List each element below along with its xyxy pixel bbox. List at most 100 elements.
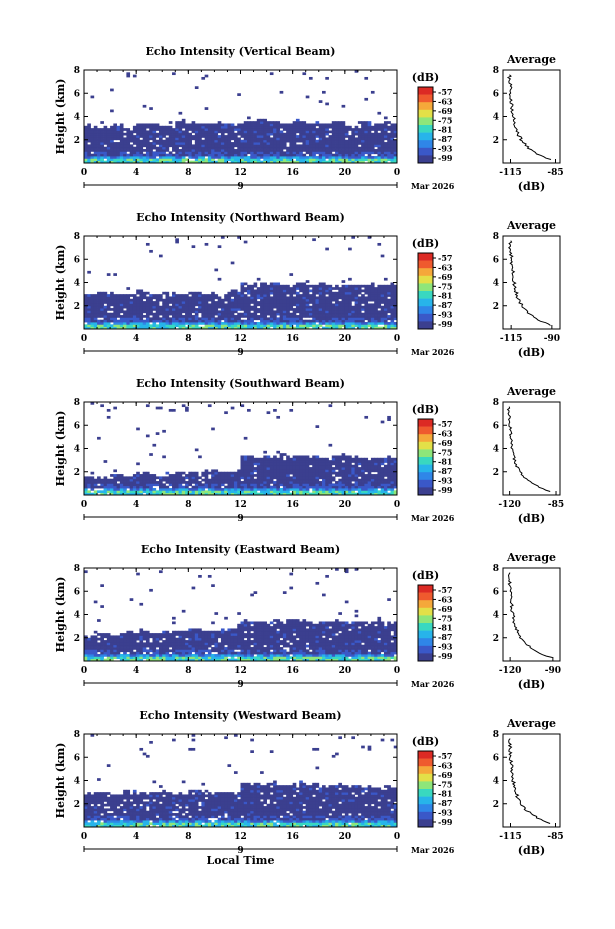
heatmap-cell (123, 315, 127, 318)
heatmap-cell (302, 464, 307, 468)
heatmap-cell (370, 488, 375, 491)
heatmap-cell (305, 142, 310, 145)
heatmap-cell (211, 301, 215, 304)
heatmap-cell (292, 326, 297, 330)
heatmap-cell (224, 151, 228, 155)
heatmap-cell (100, 490, 104, 494)
heatmap-cell (390, 319, 395, 323)
heatmap-cell (348, 457, 352, 461)
heatmap-cell (331, 467, 336, 470)
heatmap-cell (175, 128, 179, 131)
heatmap-cell (387, 289, 391, 293)
heatmap-cell (325, 301, 329, 304)
heatmap-cell (354, 146, 359, 150)
average-y-tick-label: 8 (493, 232, 499, 242)
heatmap-cell (211, 123, 215, 127)
heatmap-cell (279, 324, 284, 328)
heatmap-cell (276, 305, 281, 309)
heatmap-cell (344, 301, 349, 304)
heatmap-cell (198, 305, 202, 309)
heatmap-cell (126, 303, 131, 307)
heatmap-cell (237, 492, 241, 496)
heatmap-cell (266, 158, 271, 162)
heatmap-cell (286, 135, 290, 138)
heatmap-cell (295, 464, 300, 468)
heatmap-cell (322, 287, 326, 290)
heatmap-cell (387, 485, 391, 489)
heatmap-cell (201, 153, 206, 157)
heatmap-cell (240, 123, 245, 127)
heatmap-cell (354, 156, 359, 159)
heatmap-cell (390, 149, 395, 152)
heatmap-cell (377, 471, 382, 475)
heatmap-cell (132, 151, 137, 155)
heatmap-cell (194, 310, 199, 314)
heatmap-cell (214, 319, 219, 323)
heatmap-cell (181, 142, 186, 145)
heatmap-cell (341, 151, 346, 155)
heatmap-cell (113, 142, 117, 145)
heatmap-cell (136, 149, 140, 152)
heatmap-cell (292, 289, 297, 293)
heatmap-cell (145, 132, 150, 136)
heatmap-cell (312, 289, 316, 293)
heatmap-cell (341, 469, 346, 473)
heatmap-cell (162, 151, 166, 155)
heatmap-cell (383, 146, 388, 150)
heatmap-cell (328, 153, 333, 157)
heatmap-cell (247, 462, 251, 466)
heatmap-cell (315, 488, 320, 491)
heatmap-cell (139, 303, 144, 307)
y-tick-label: 2 (74, 136, 80, 146)
heatmap-cell (123, 149, 127, 152)
heatmap-cell (286, 315, 290, 318)
heatmap-cell (318, 298, 323, 302)
heatmap-cell (279, 291, 284, 295)
heatmap-cell (357, 137, 362, 141)
heatmap-cell (201, 298, 206, 302)
heatmap-cell (181, 132, 186, 136)
heatmap-cell (93, 296, 98, 300)
heatmap-cell (90, 488, 95, 491)
heatmap-cell (123, 298, 127, 302)
heatmap-cell (178, 139, 183, 143)
heatmap-cell (322, 282, 326, 286)
heatmap-cell (286, 488, 290, 491)
heatmap-cell (237, 478, 241, 482)
heatmap-cell (295, 118, 300, 122)
heatmap-cell (390, 324, 395, 328)
heatmap-cell (341, 455, 346, 459)
heatmap-cell (276, 485, 281, 489)
heatmap-cell (194, 308, 199, 311)
heatmap-cell (354, 488, 359, 491)
heatmap-cell (214, 156, 219, 159)
heatmap-cell (155, 319, 160, 323)
heatmap-cell (305, 146, 310, 150)
heatmap-cell (335, 462, 339, 466)
heatmap-cell (214, 125, 219, 129)
heatmap-cell (250, 146, 254, 150)
heatmap-cell (149, 476, 153, 480)
heatmap-cell (302, 455, 307, 459)
heatmap-cell (240, 142, 245, 145)
heatmap-cell (292, 462, 297, 466)
heatmap-cell (155, 123, 160, 127)
heatmap-cell (106, 481, 111, 484)
heatmap-cell (240, 462, 245, 466)
heatmap-cell (100, 139, 104, 143)
heatmap-cell (260, 142, 264, 145)
heatmap-cell (250, 319, 254, 323)
heatmap-cell (185, 303, 189, 307)
heatmap-cell (145, 471, 150, 475)
heatmap-cell (240, 284, 245, 288)
heatmap-cell (276, 296, 281, 300)
heatmap-cell (279, 460, 284, 463)
heatmap-cell (305, 125, 310, 129)
heatmap-cell (289, 294, 294, 297)
heatmap-cell (335, 485, 339, 489)
heatmap-cell (338, 160, 342, 164)
heatmap-cell (279, 478, 284, 482)
heatmap-cell (364, 125, 369, 129)
heatmap-cell (273, 492, 277, 496)
heatmap-cell (230, 317, 235, 321)
